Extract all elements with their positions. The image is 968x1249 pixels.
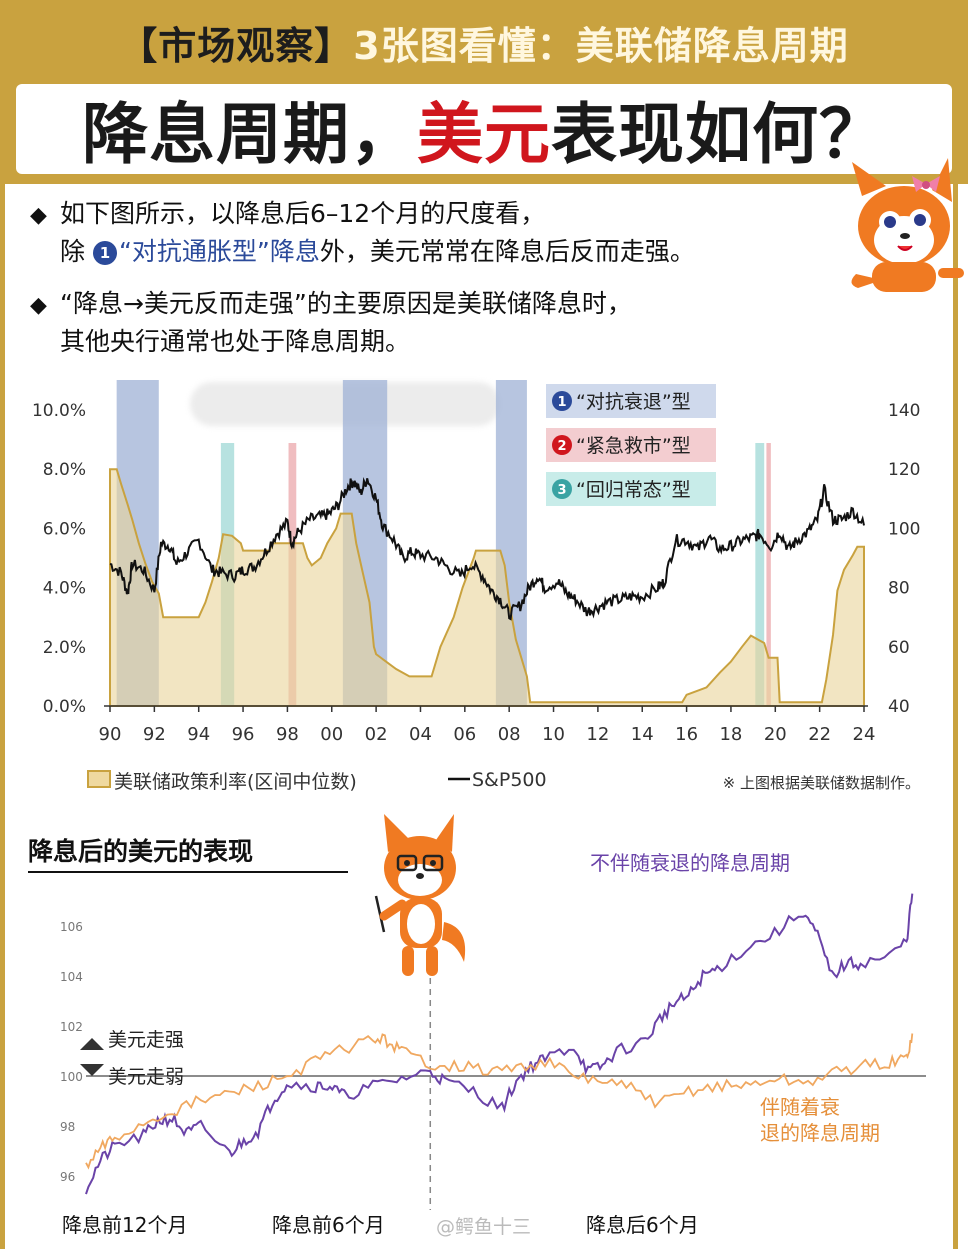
y-left-tick: 0.0% bbox=[43, 697, 86, 717]
fed-rate-legend-label: 美联储政策利率(区间中位数) bbox=[114, 771, 357, 793]
series2-label-line2: 退的降息周期 bbox=[760, 1121, 880, 1145]
bullet2-line1: “降息→美元反而走强”的主要原因是美联储降息时， bbox=[60, 289, 632, 318]
series1-label: 不伴随衰退的降息周期 bbox=[590, 851, 790, 875]
y-tick: 96 bbox=[60, 1170, 75, 1184]
legend-num: 2 bbox=[557, 439, 566, 454]
strong-label: 美元走强 bbox=[108, 1029, 184, 1051]
shaded-period-3 bbox=[755, 443, 765, 706]
fox-mascot-icon bbox=[851, 158, 964, 292]
y-tick: 98 bbox=[60, 1120, 75, 1134]
title-part2: 表现如何？ bbox=[551, 96, 886, 173]
x-tick: 22 bbox=[808, 724, 831, 745]
title-red: 美元 bbox=[417, 96, 551, 173]
sp500-legend-label: S&P500 bbox=[472, 769, 547, 791]
y-left-tick: 4.0% bbox=[43, 579, 86, 599]
x-tick: 08 bbox=[498, 724, 521, 745]
x-tick: 12 bbox=[586, 724, 609, 745]
page-title: 降息周期， 美元 表现如何？ bbox=[16, 84, 952, 174]
y-right-tick: 80 bbox=[888, 579, 910, 599]
down-triangle-icon bbox=[80, 1064, 104, 1076]
x-tick: 94 bbox=[187, 724, 210, 745]
legend-box-1 bbox=[546, 384, 716, 418]
x-tick: 16 bbox=[675, 724, 698, 745]
x-tick: 96 bbox=[232, 724, 255, 745]
y-right-tick: 60 bbox=[888, 638, 910, 658]
up-triangle-icon bbox=[80, 1038, 104, 1050]
x-tick: 98 bbox=[276, 724, 299, 745]
x-tick: 92 bbox=[143, 724, 166, 745]
chart-note: ※ 上图根据美联储数据制作。 bbox=[723, 774, 920, 792]
fox-teacher-icon bbox=[374, 814, 466, 976]
x-tick-label: 降息前12个月 bbox=[62, 1213, 187, 1237]
x-tick: 90 bbox=[99, 724, 122, 745]
x-tick: 24 bbox=[853, 724, 876, 745]
bullet1-line1: 如下图所示，以降息后6–12个月的尺度看， bbox=[60, 199, 546, 228]
content-frame bbox=[0, 184, 958, 1249]
legend-num: 1 bbox=[557, 395, 566, 410]
shaded-period-2 bbox=[766, 443, 771, 706]
y-tick: 100 bbox=[60, 1070, 83, 1084]
diamond-icon: ◆ bbox=[30, 293, 47, 318]
x-tick-label: 降息前6个月 bbox=[272, 1213, 385, 1237]
series-line-1 bbox=[85, 893, 914, 1195]
x-tick: 10 bbox=[542, 724, 565, 745]
legend-box-2 bbox=[546, 428, 716, 462]
y-tick: 104 bbox=[60, 970, 83, 984]
bullet1-highlight: “对抗通胀型”降息 bbox=[118, 237, 320, 266]
x-tick-label: 降息后6个月 bbox=[586, 1213, 699, 1237]
y-tick: 102 bbox=[60, 1020, 83, 1034]
y-right-tick: 120 bbox=[888, 460, 920, 480]
bullet1-post: 外，美元常常在降息后反而走强。 bbox=[319, 237, 695, 266]
kicker-left: 【市场观察】 bbox=[119, 23, 354, 68]
sp500-line bbox=[109, 477, 865, 621]
y-left-tick: 2.0% bbox=[43, 638, 86, 658]
series2-label-line1: 伴随着衰 bbox=[760, 1095, 840, 1119]
x-tick: 18 bbox=[719, 724, 742, 745]
y-right-tick: 140 bbox=[888, 401, 920, 421]
y-tick: 106 bbox=[60, 920, 83, 934]
x-tick: 02 bbox=[365, 724, 388, 745]
chart2-title: 降息后的美元的表现 bbox=[28, 837, 253, 866]
x-tick: 06 bbox=[453, 724, 476, 745]
y-left-tick: 6.0% bbox=[43, 519, 86, 539]
legend-num-badge bbox=[552, 435, 572, 455]
fed-rate-legend-swatch bbox=[87, 770, 111, 788]
y-right-tick: 40 bbox=[888, 697, 910, 717]
fed-rate-sp500-chart: 10.0%8.0%6.0%4.0%2.0%0.0%140120100806040… bbox=[32, 380, 920, 793]
title-part1: 降息周期， bbox=[82, 96, 417, 173]
diamond-icon: ◆ bbox=[30, 203, 47, 228]
legend-num-badge bbox=[552, 479, 572, 499]
kicker-right: 3张图看懂：美联储降息周期 bbox=[353, 23, 849, 68]
y-left-tick: 10.0% bbox=[32, 401, 86, 421]
legend-label-2: “紧急救市”型 bbox=[576, 435, 691, 457]
bullet2-line2: 其他央行通常也处于降息周期。 bbox=[60, 327, 411, 356]
x-tick: 14 bbox=[631, 724, 654, 745]
legend-num-badge bbox=[552, 391, 572, 411]
bullet1-pre: 除 bbox=[60, 237, 93, 266]
legend-label-3: “回归常态”型 bbox=[576, 479, 691, 501]
legend-label-1: “对抗衰退”型 bbox=[576, 391, 691, 413]
intro-bullet-1: ◆ 如下图所示，以降息后6–12个月的尺度看， 除 1 “对抗通胀型”降息外，美元常… bbox=[30, 196, 695, 270]
legend-box-3 bbox=[546, 472, 716, 506]
number-badge: 1 bbox=[92, 241, 117, 265]
header-kicker: 【市场观察】 3张图看懂：美联储降息周期 bbox=[0, 0, 968, 84]
legend-num: 3 bbox=[557, 483, 566, 498]
intro-bullet-2: ◆ “降息→美元反而走强”的主要原因是美联储降息时， 其他央行通常也处于降息周期。 bbox=[30, 286, 632, 360]
y-left-tick: 8.0% bbox=[43, 460, 86, 480]
x-tick: 00 bbox=[320, 724, 343, 745]
y-right-tick: 100 bbox=[888, 519, 920, 539]
x-tick: 20 bbox=[764, 724, 787, 745]
watermark: @鳄鱼十三 bbox=[436, 1216, 532, 1238]
x-tick: 04 bbox=[409, 724, 432, 745]
weak-label: 美元走弱 bbox=[108, 1066, 184, 1088]
series-line-2 bbox=[85, 1033, 914, 1170]
